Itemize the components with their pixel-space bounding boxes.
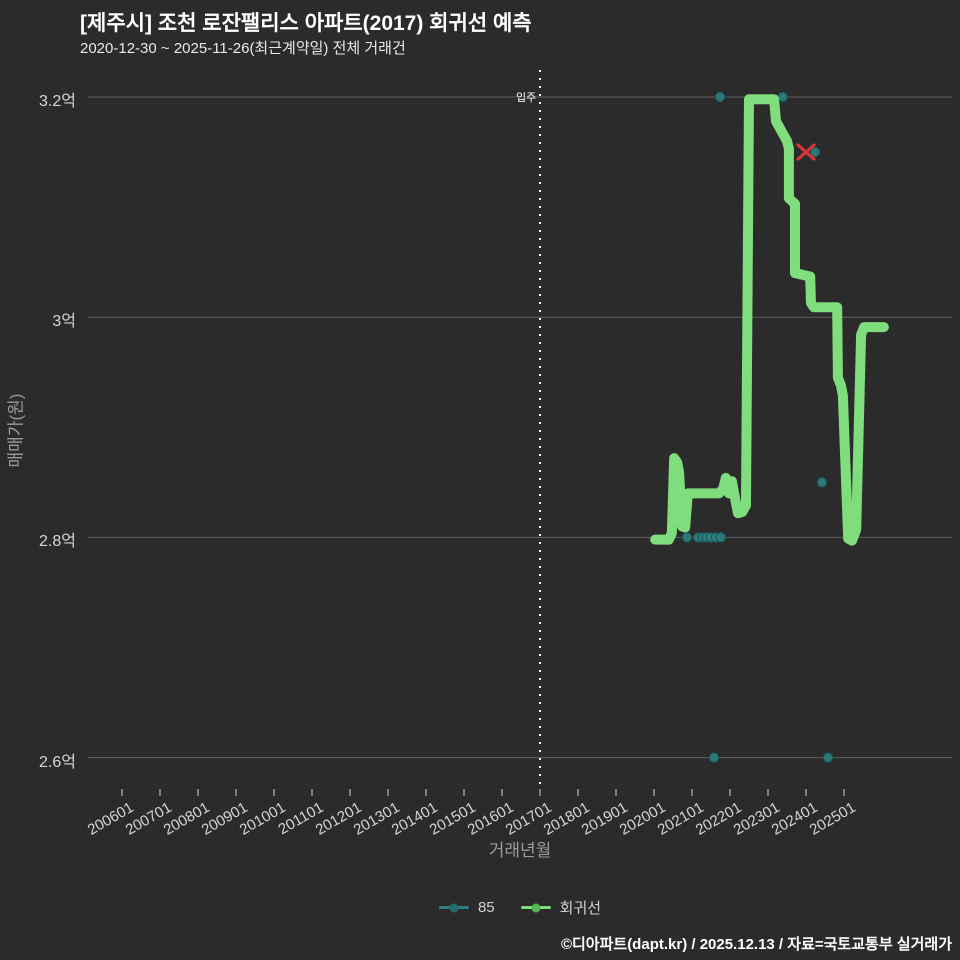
scatter-point-85: [681, 532, 693, 543]
legend-dot-icon: [531, 903, 541, 912]
legend-marker-icon: [438, 903, 469, 912]
move-in-annotation-label: 입주: [516, 92, 537, 104]
scatter-point-85: [715, 532, 727, 543]
legend: 85 회귀선: [88, 897, 952, 918]
scatter-point-85: [816, 477, 828, 488]
legend-label: 85: [477, 899, 495, 916]
chart-subtitle: 2020-12-30 ~ 2025-11-26(최근계약일) 전체 거래건: [80, 40, 406, 57]
y-tick-label: 2.6억: [39, 753, 76, 771]
scatter-point-85: [809, 146, 821, 158]
legend-label: 회귀선: [559, 900, 602, 917]
legend-item-area85[interactable]: 85: [438, 899, 495, 916]
scatter-point-85: [777, 91, 789, 103]
red-x-marker: [796, 143, 816, 161]
y-axis-title: 매매가(원): [6, 393, 26, 468]
scatter-point-85: [714, 91, 726, 103]
y-tick-label: 3억: [52, 313, 76, 331]
y-tick-label: 2.8억: [39, 533, 76, 551]
regression-line: [650, 94, 889, 546]
legend-marker-icon: [520, 903, 551, 912]
x-axis-title: 거래년월: [488, 841, 552, 860]
scatter-point-85: [708, 752, 720, 763]
legend-item-regression[interactable]: 회귀선: [520, 897, 602, 918]
chart-title: [제주시] 조천 로잔팰리스 아파트(2017) 회귀선 예측: [80, 12, 532, 35]
legend-dot-icon: [449, 903, 459, 912]
copyright-footer: ©디아파트(dapt.kr) / 2025.12.13 / 자료=국토교통부 실…: [560, 936, 952, 953]
y-tick-label: 3.2억: [39, 93, 76, 110]
scatter-point-85: [822, 752, 834, 763]
